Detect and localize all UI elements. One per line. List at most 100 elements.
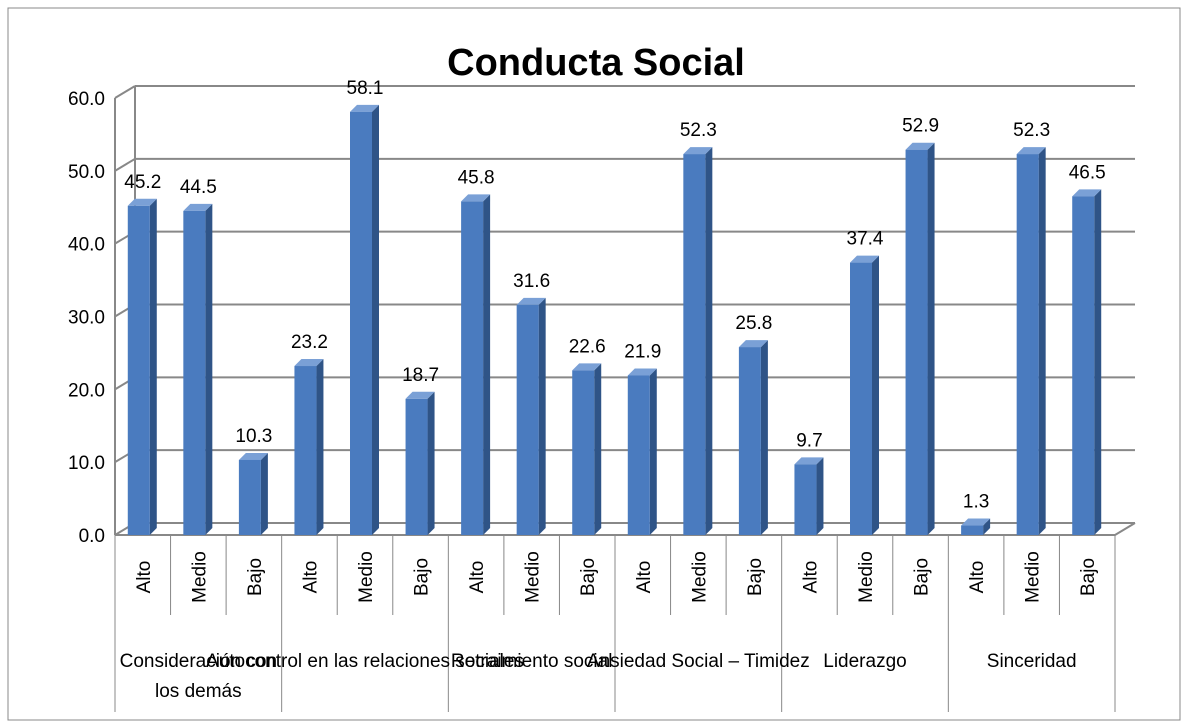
data-label: 18.7 [402, 365, 439, 386]
x-tick-label: Bajo [912, 558, 933, 596]
x-tick-label: Bajo [245, 558, 266, 596]
data-label: 22.6 [569, 336, 606, 357]
bar [127, 205, 150, 535]
bar [1072, 196, 1095, 535]
bar-side [872, 255, 879, 535]
bar [905, 149, 928, 535]
group-label: Liderazgo [823, 651, 907, 672]
bar-side [594, 363, 602, 535]
data-label: 1.3 [963, 492, 989, 513]
bar-side [649, 368, 657, 535]
bar-side [260, 452, 268, 535]
data-label: 23.2 [291, 332, 328, 353]
bar-top [183, 203, 213, 211]
x-tick-label: Alto [967, 561, 988, 594]
bar-side [1094, 189, 1102, 535]
bar [461, 201, 484, 535]
data-label: 31.6 [513, 271, 550, 292]
y-tick-label: 50.0 [68, 162, 105, 183]
y-tick-label: 10.0 [68, 453, 105, 474]
bar-side [705, 147, 713, 535]
x-tick-label: Medio [689, 551, 710, 603]
x-tick-label: Medio [1023, 551, 1044, 603]
bar [850, 262, 872, 535]
bar-top [683, 147, 713, 155]
bar-top [127, 198, 157, 206]
bar-top [850, 255, 879, 263]
bar-side [816, 457, 824, 535]
x-tick-label: Alto [800, 561, 821, 594]
bar-side [760, 340, 768, 535]
data-label: 52.9 [902, 116, 939, 137]
bar [794, 464, 817, 535]
x-tick-label: Medio [856, 551, 877, 603]
bar-top [794, 457, 824, 465]
bar-top [627, 368, 657, 376]
bar-side [483, 194, 491, 535]
bar-top [961, 518, 991, 526]
bar-side [538, 297, 546, 535]
bar-side [427, 391, 435, 535]
x-tick-label: Alto [134, 561, 155, 594]
group-label: Retraimiento social [450, 651, 613, 672]
data-label: 46.5 [1069, 162, 1106, 183]
x-tick-label: Medio [356, 551, 377, 603]
data-label: 58.1 [347, 78, 384, 99]
group-label: Consideración con los demás [119, 651, 278, 702]
bar-top [294, 359, 324, 367]
bar [627, 375, 650, 535]
x-tick-label: Alto [467, 561, 488, 594]
y-tick-label: 40.0 [68, 235, 105, 256]
data-label: 21.9 [624, 341, 661, 362]
y-tick-label: 30.0 [68, 308, 105, 329]
bar [1016, 154, 1039, 535]
bar-top [738, 340, 768, 348]
data-label: 10.3 [235, 426, 272, 447]
data-label: 37.4 [847, 229, 884, 250]
bar [683, 154, 706, 535]
data-label: 45.2 [124, 172, 161, 193]
bar [350, 111, 372, 536]
group-label: Sinceridad [986, 651, 1077, 672]
x-tick-label: Bajo [745, 558, 766, 596]
x-tick-label: Alto [634, 561, 655, 594]
grid-line [114, 157, 136, 172]
x-tick-label: Alto [300, 561, 321, 594]
bar-side [316, 359, 324, 535]
data-label: 25.8 [735, 313, 772, 334]
bar-side [372, 104, 379, 536]
data-label: 45.8 [458, 167, 495, 188]
bar [294, 366, 317, 535]
bar-top [1016, 147, 1046, 155]
x-tick-label: Bajo [1078, 558, 1099, 596]
x-tick-label: Medio [523, 551, 544, 603]
data-label: 44.5 [180, 177, 217, 198]
bar-top [572, 363, 602, 371]
x-tick-label: Medio [189, 551, 210, 603]
bar [738, 347, 761, 535]
bar [405, 398, 428, 535]
y-tick-label: 20.0 [68, 380, 105, 401]
x-tick-label: Bajo [578, 558, 599, 596]
bar [183, 210, 206, 535]
bar [238, 459, 261, 535]
y-tick-label: 0.0 [79, 526, 105, 547]
grid-line [114, 85, 136, 99]
data-label: 52.3 [1013, 120, 1050, 141]
bar-top [405, 391, 435, 399]
bar-side [927, 142, 935, 535]
bar-top [238, 452, 268, 460]
bar-side [149, 198, 157, 535]
chart-title: Conducta Social [447, 42, 745, 84]
data-label: 52.3 [680, 120, 717, 141]
bar-side [205, 203, 213, 535]
x-tick-label: Bajo [412, 558, 433, 596]
group-label: Ansiedad Social – Timidez [586, 651, 810, 672]
bar [961, 525, 984, 535]
bar-top [1072, 189, 1102, 197]
bar-top [461, 194, 491, 202]
bar [516, 304, 539, 535]
data-label: 9.7 [796, 430, 822, 451]
